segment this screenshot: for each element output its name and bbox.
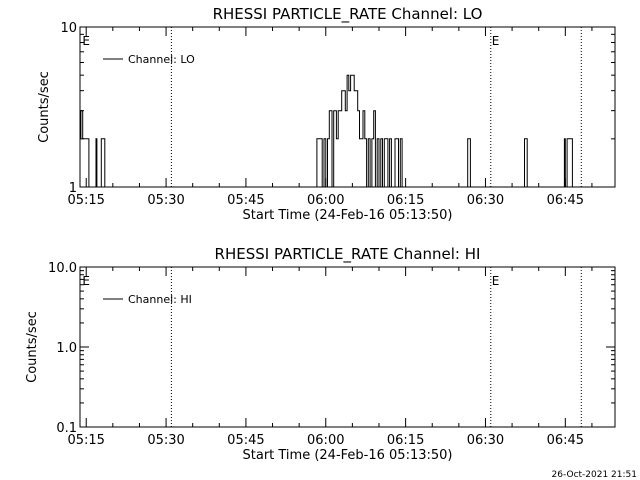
chart-panel-1: RHESSI PARTICLE_RATE Channel: LO 05:15 05:… [37,5,616,223]
chart-title: RHESSI PARTICLE_RATE Channel: LO [213,5,483,24]
x-tick-label: 05:15 [67,433,104,448]
event-marker-label: E [492,34,500,48]
y-tick-label: 10.0 [48,261,77,276]
y-tick-label: 1 [69,181,77,196]
y-tick-label: 0.1 [56,421,77,436]
y-tick-label: 10 [60,21,77,36]
x-tick-label: 06:15 [387,193,424,208]
chart-title: RHESSI PARTICLE_RATE Channel: HI [215,245,481,264]
x-tick-label: 05:15 [67,193,104,208]
chart-panel-2: RHESSI PARTICLE_RATE Channel: HI 05:15 05:… [25,245,616,463]
x-tick-label: 06:45 [547,193,584,208]
x-tick-label: 06:15 [387,433,424,448]
event-marker-label: E [82,274,90,288]
x-tick-label: 06:45 [547,433,584,448]
plot-frame [79,26,616,188]
x-tick-label: 06:30 [467,433,504,448]
event-marker-label: E [492,274,500,288]
x-tick-label: 05:45 [227,193,264,208]
y-axis-label: Counts/sec [37,71,52,143]
x-tick-label: 06:00 [307,433,344,448]
y-tick-label: 1.0 [56,341,77,356]
plot-frame [79,266,616,428]
legend-label: Channel: LO [128,53,195,66]
x-axis-label: Start Time (24-Feb-16 05:13:50) [243,208,453,223]
x-tick-label: 05:30 [147,433,184,448]
x-axis-label: Start Time (24-Feb-16 05:13:50) [243,448,453,463]
x-tick-label: 06:30 [467,193,504,208]
footer-timestamp: 26-Oct-2021 21:51 [552,470,637,480]
series-line [80,74,573,188]
x-tick-label: 05:30 [147,193,184,208]
event-marker-label: E [82,34,90,48]
legend-label: Channel: HI [128,293,192,306]
x-tick-label: 06:00 [307,193,344,208]
x-tick-label: 05:45 [227,433,264,448]
y-axis-label: Counts/sec [25,311,40,383]
